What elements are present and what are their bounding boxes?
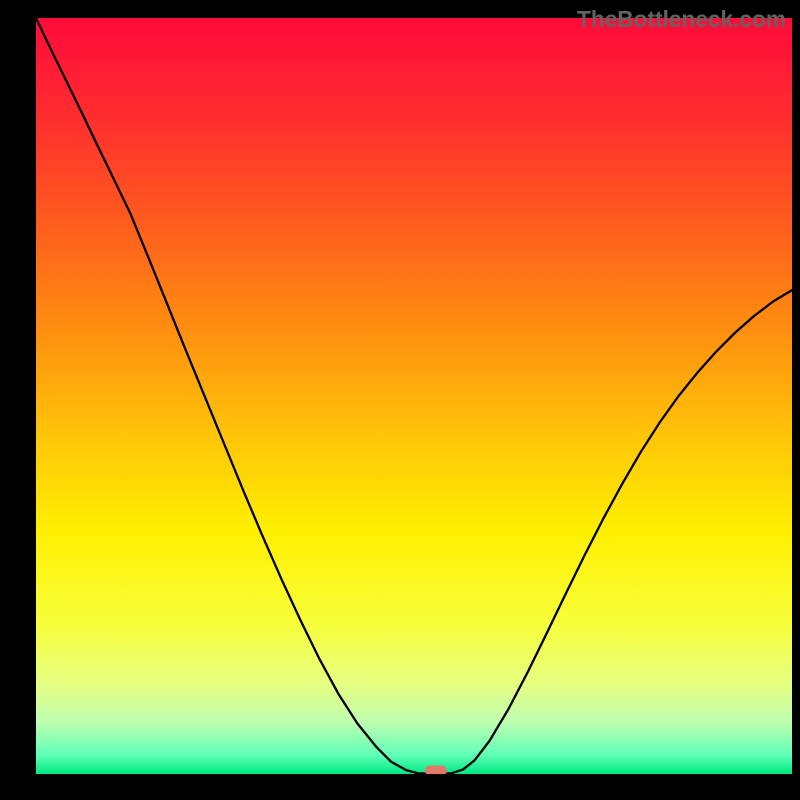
stage: TheBottleneck.com	[0, 0, 800, 800]
plot-svg	[36, 18, 792, 774]
watermark-text: TheBottleneck.com	[577, 6, 786, 33]
plot-area	[36, 18, 792, 774]
minimum-marker	[425, 766, 447, 775]
